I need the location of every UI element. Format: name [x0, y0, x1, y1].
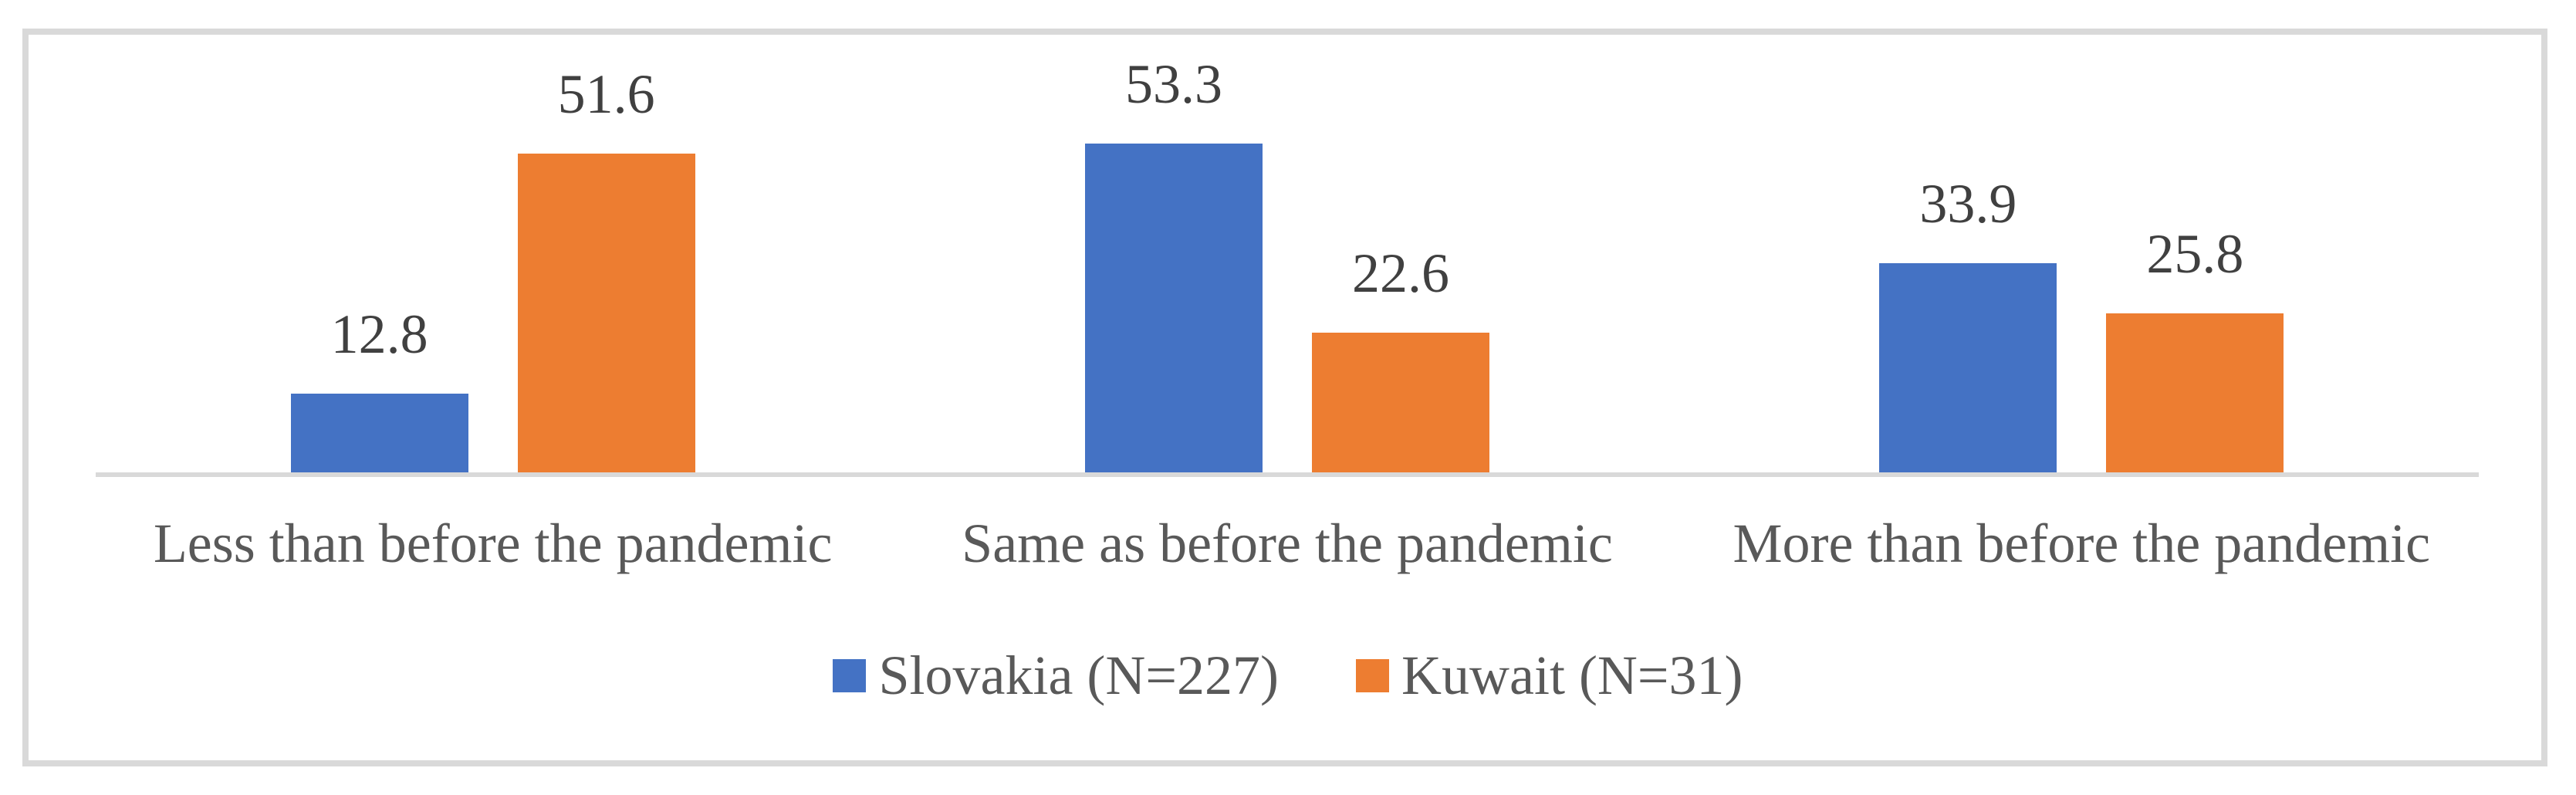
legend-swatch-icon — [1356, 659, 1389, 692]
value-label-series1-cat2: 25.8 — [2146, 222, 2244, 285]
bar-series0-cat2 — [1879, 262, 2057, 472]
category-label-0: Less than before the pandemic — [153, 513, 833, 574]
x-axis-line — [96, 472, 2479, 477]
legend-label: Slovakia (N=227) — [878, 644, 1279, 706]
value-label-series1-cat1: 22.6 — [1352, 242, 1449, 305]
value-label-series0-cat2: 33.9 — [1919, 172, 2017, 235]
legend: Slovakia (N=227) Kuwait (N=31) — [0, 639, 2576, 712]
category-label-2: More than before the pandemic — [1733, 513, 2431, 574]
legend-swatch-icon — [833, 659, 867, 692]
bar-series0-cat1 — [1085, 143, 1263, 472]
legend-item-1: Kuwait (N=31) — [1356, 639, 1743, 712]
value-label-series0-cat1: 53.3 — [1125, 52, 1222, 115]
bar-series1-cat2 — [2106, 313, 2284, 472]
value-label-series0-cat0: 12.8 — [330, 303, 428, 365]
category-label-1: Same as before the pandemic — [962, 513, 1613, 574]
bar-series1-cat1 — [1312, 333, 1489, 472]
legend-label: Kuwait (N=31) — [1401, 644, 1743, 706]
legend-item-0: Slovakia (N=227) — [833, 639, 1279, 712]
bar-series0-cat0 — [290, 393, 468, 472]
bar-series1-cat0 — [517, 154, 695, 472]
value-label-series1-cat0: 51.6 — [557, 63, 655, 126]
